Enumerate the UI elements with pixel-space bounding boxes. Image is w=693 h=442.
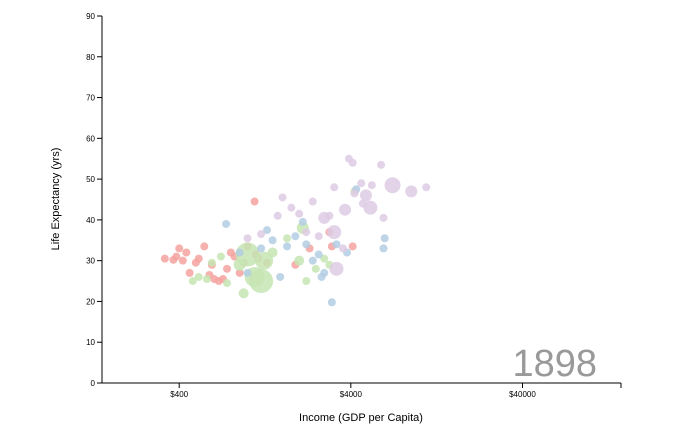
- data-point[interactable]: [222, 219, 231, 228]
- data-point[interactable]: [202, 275, 211, 284]
- data-point[interactable]: [332, 240, 341, 249]
- data-point[interactable]: [172, 252, 181, 261]
- y-tick-label: 70: [86, 94, 95, 103]
- data-point[interactable]: [350, 189, 359, 198]
- y-tick-label: 10: [86, 338, 95, 347]
- data-point[interactable]: [359, 189, 372, 202]
- data-point[interactable]: [278, 193, 287, 202]
- y-tick-label: 40: [86, 216, 95, 225]
- data-point[interactable]: [308, 197, 317, 206]
- data-point[interactable]: [367, 181, 376, 190]
- y-tick-label: 30: [86, 257, 95, 266]
- data-point[interactable]: [268, 236, 277, 245]
- data-point[interactable]: [348, 158, 357, 167]
- data-point[interactable]: [200, 242, 209, 251]
- data-point[interactable]: [188, 277, 197, 286]
- data-point[interactable]: [384, 177, 401, 194]
- data-point[interactable]: [327, 298, 336, 307]
- y-axis-title: Life Expectancy (yrs): [50, 148, 62, 251]
- data-point[interactable]: [273, 211, 282, 220]
- data-point[interactable]: [216, 252, 225, 261]
- y-tick-label: 0: [91, 379, 96, 388]
- data-point[interactable]: [348, 242, 357, 251]
- data-point[interactable]: [357, 179, 366, 188]
- data-point[interactable]: [223, 279, 232, 288]
- data-point[interactable]: [302, 277, 311, 286]
- data-point[interactable]: [314, 232, 323, 241]
- data-point[interactable]: [380, 234, 389, 243]
- data-point[interactable]: [377, 160, 386, 169]
- data-point[interactable]: [235, 248, 244, 257]
- data-point[interactable]: [283, 242, 292, 251]
- data-point[interactable]: [308, 256, 317, 265]
- data-point[interactable]: [363, 200, 378, 215]
- y-tick-label: 60: [86, 134, 95, 143]
- data-point[interactable]: [329, 261, 344, 276]
- data-point[interactable]: [379, 244, 388, 253]
- data-point[interactable]: [238, 288, 249, 299]
- data-point[interactable]: [160, 254, 169, 263]
- data-point[interactable]: [302, 240, 311, 249]
- x-axis-title: Income (GDP per Capita): [299, 412, 423, 424]
- data-point[interactable]: [283, 234, 292, 243]
- y-tick-label: 80: [86, 53, 95, 62]
- data-point[interactable]: [294, 255, 305, 266]
- x-ticks: $400 $4000 $40000: [170, 383, 622, 399]
- data-point[interactable]: [302, 228, 311, 237]
- data-point[interactable]: [287, 203, 296, 212]
- data-point[interactable]: [207, 258, 216, 267]
- data-point[interactable]: [295, 209, 304, 218]
- data-point[interactable]: [257, 244, 266, 253]
- data-point[interactable]: [314, 250, 323, 259]
- data-point[interactable]: [330, 183, 339, 192]
- data-point[interactable]: [298, 217, 307, 226]
- x-tick-label: $400: [170, 390, 188, 399]
- data-point[interactable]: [250, 197, 259, 206]
- data-point[interactable]: [338, 244, 347, 253]
- data-point[interactable]: [223, 264, 232, 273]
- data-point[interactable]: [320, 254, 329, 263]
- data-point[interactable]: [422, 183, 431, 192]
- data-point[interactable]: [267, 247, 278, 258]
- x-tick-label: $4000: [340, 390, 363, 399]
- data-point[interactable]: [379, 213, 388, 222]
- data-point[interactable]: [255, 251, 274, 270]
- data-point[interactable]: [185, 268, 194, 277]
- data-point[interactable]: [182, 248, 191, 257]
- year-label: 1898: [512, 343, 597, 385]
- data-point[interactable]: [175, 244, 184, 253]
- data-point[interactable]: [235, 242, 260, 267]
- y-ticks: 0 10 20 30 40 50 60 70 80 90: [86, 12, 102, 388]
- data-point[interactable]: [405, 185, 418, 198]
- data-point[interactable]: [249, 269, 274, 294]
- data-point[interactable]: [311, 264, 320, 273]
- data-point[interactable]: [194, 272, 203, 281]
- data-point[interactable]: [243, 268, 252, 277]
- data-point[interactable]: [276, 272, 285, 281]
- data-point[interactable]: [257, 230, 266, 239]
- data-point[interactable]: [339, 203, 352, 216]
- y-tick-label: 90: [86, 12, 95, 21]
- data-point[interactable]: [235, 268, 244, 277]
- points-layer: [160, 154, 431, 307]
- data-point[interactable]: [320, 268, 329, 277]
- data-point[interactable]: [243, 234, 252, 243]
- data-point[interactable]: [194, 254, 203, 263]
- data-point[interactable]: [263, 226, 272, 235]
- data-point[interactable]: [291, 232, 300, 241]
- data-point[interactable]: [178, 256, 187, 265]
- y-tick-label: 50: [86, 175, 95, 184]
- data-point[interactable]: [325, 211, 334, 220]
- data-point[interactable]: [327, 225, 342, 240]
- x-tick-label: $40000: [509, 390, 536, 399]
- y-tick-label: 20: [86, 297, 95, 306]
